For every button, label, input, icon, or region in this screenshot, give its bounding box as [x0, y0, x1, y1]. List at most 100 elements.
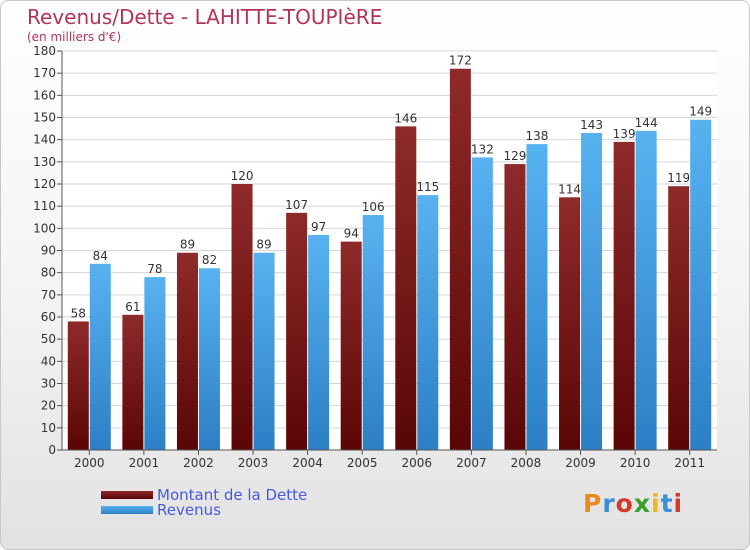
- data-label-revenus: 149: [689, 105, 712, 119]
- data-label-dette: 107: [285, 198, 308, 212]
- y-tick-label: 140: [33, 133, 56, 147]
- x-tick-label: 2001: [129, 456, 160, 470]
- y-tick-label: 170: [33, 66, 56, 80]
- x-tick-label: 2004: [292, 456, 323, 470]
- logo-letter: o: [615, 489, 634, 518]
- proxiti-logo: Proxiti: [583, 489, 683, 518]
- data-label-revenus: 138: [526, 129, 549, 143]
- data-label-dette: 61: [125, 300, 140, 314]
- y-tick-label: 10: [41, 421, 56, 435]
- y-tick-label: 130: [33, 155, 56, 169]
- data-label-revenus: 89: [256, 238, 271, 252]
- x-tick-label: 2008: [511, 456, 542, 470]
- bar-revenus: [690, 119, 712, 450]
- logo-letter: i: [651, 489, 661, 518]
- data-label-dette: 120: [231, 169, 254, 183]
- bar-dette: [231, 184, 253, 450]
- logo-letter: r: [602, 489, 616, 518]
- bar-dette: [395, 126, 417, 450]
- bar-dette: [449, 68, 471, 450]
- bar-revenus: [526, 144, 548, 450]
- x-tick-label: 2000: [74, 456, 105, 470]
- y-tick-label: 60: [41, 310, 56, 324]
- y-tick-label: 80: [41, 266, 56, 280]
- y-tick-label: 0: [48, 443, 56, 457]
- data-label-dette: 172: [449, 54, 472, 68]
- data-label-revenus: 106: [362, 200, 385, 214]
- legend-item-revenus: Revenus: [101, 500, 307, 519]
- data-label-revenus: 82: [202, 253, 217, 267]
- data-label-dette: 114: [558, 182, 581, 196]
- y-tick-label: 70: [41, 288, 56, 302]
- grid-lines: [62, 50, 717, 451]
- data-label-dette: 119: [667, 171, 690, 185]
- bar-dette: [67, 321, 89, 450]
- y-tick-label: 150: [33, 111, 56, 125]
- legend-item-dette: Montant de la Dette: [101, 485, 308, 504]
- data-label-dette: 58: [71, 306, 86, 320]
- bar-revenus: [89, 263, 111, 450]
- data-label-dette: 94: [344, 227, 359, 241]
- bar-dette: [122, 314, 144, 450]
- data-label-dette: 129: [504, 149, 527, 163]
- legend-label-dette: Montant de la Dette: [157, 485, 308, 504]
- bar-dette: [668, 186, 690, 450]
- bar-dette: [286, 212, 308, 450]
- data-label-revenus: 78: [147, 262, 162, 276]
- bar-revenus: [253, 252, 275, 450]
- bar-dette: [613, 141, 635, 450]
- x-tick-label: 2011: [674, 456, 705, 470]
- data-label-revenus: 132: [471, 142, 494, 156]
- bar-dette: [559, 197, 581, 450]
- y-tick-label: 100: [33, 221, 56, 235]
- axes: 0 10 20 30 40 50 60 70 80 90 100 110 120 130 140 150 160…: [33, 44, 717, 470]
- y-tick-label: 180: [33, 44, 56, 58]
- y-tick-label: 50: [41, 332, 56, 346]
- y-tick-label: 30: [41, 377, 56, 391]
- y-tick-label: 120: [33, 177, 56, 191]
- data-label-dette: 89: [180, 238, 195, 252]
- bar-revenus: [581, 133, 603, 450]
- legend-swatch-revenus: [101, 505, 153, 514]
- legend-label-revenus: Revenus: [157, 500, 221, 519]
- data-label-revenus: 84: [93, 249, 108, 263]
- data-label-revenus: 144: [635, 116, 658, 130]
- y-tick-label: 110: [33, 199, 56, 213]
- bar-revenus: [471, 157, 493, 450]
- x-tick-label: 2009: [565, 456, 596, 470]
- y-tick-label: 20: [41, 399, 56, 413]
- bar-dette: [340, 241, 362, 450]
- y-tick-label: 160: [33, 88, 56, 102]
- data-label-dette: 139: [613, 127, 636, 141]
- logo-letter: t: [660, 489, 674, 518]
- bar-revenus: [198, 268, 220, 450]
- logo-letter: x: [633, 489, 651, 518]
- data-label-dette: 146: [394, 111, 417, 125]
- x-tick-label: 2007: [456, 456, 487, 470]
- bar-dette: [176, 252, 198, 450]
- y-tick-label: 90: [41, 244, 56, 258]
- legend-swatch-dette: [101, 490, 153, 499]
- x-tick-label: 2002: [183, 456, 214, 470]
- x-tick-label: 2005: [347, 456, 378, 470]
- bar-revenus: [362, 215, 384, 450]
- bar-revenus: [144, 277, 166, 450]
- data-label-revenus: 143: [580, 118, 603, 132]
- bar-revenus: [417, 195, 439, 450]
- data-label-revenus: 115: [416, 180, 439, 194]
- x-tick-label: 2006: [402, 456, 433, 470]
- data-label-revenus: 97: [311, 220, 326, 234]
- bar-revenus: [635, 130, 657, 451]
- logo-letter: P: [583, 489, 603, 518]
- x-tick-label: 2003: [238, 456, 269, 470]
- chart-title: Revenus/Dette - LAHITTE-TOUPIèRE: [27, 5, 383, 29]
- x-tick-label: 2010: [620, 456, 651, 470]
- logo-letter: i: [673, 489, 684, 518]
- chart-subtitle: (en milliers d'€): [27, 30, 122, 44]
- bar-dette: [504, 164, 526, 451]
- bar-revenus: [308, 234, 330, 450]
- y-tick-label: 40: [41, 354, 56, 368]
